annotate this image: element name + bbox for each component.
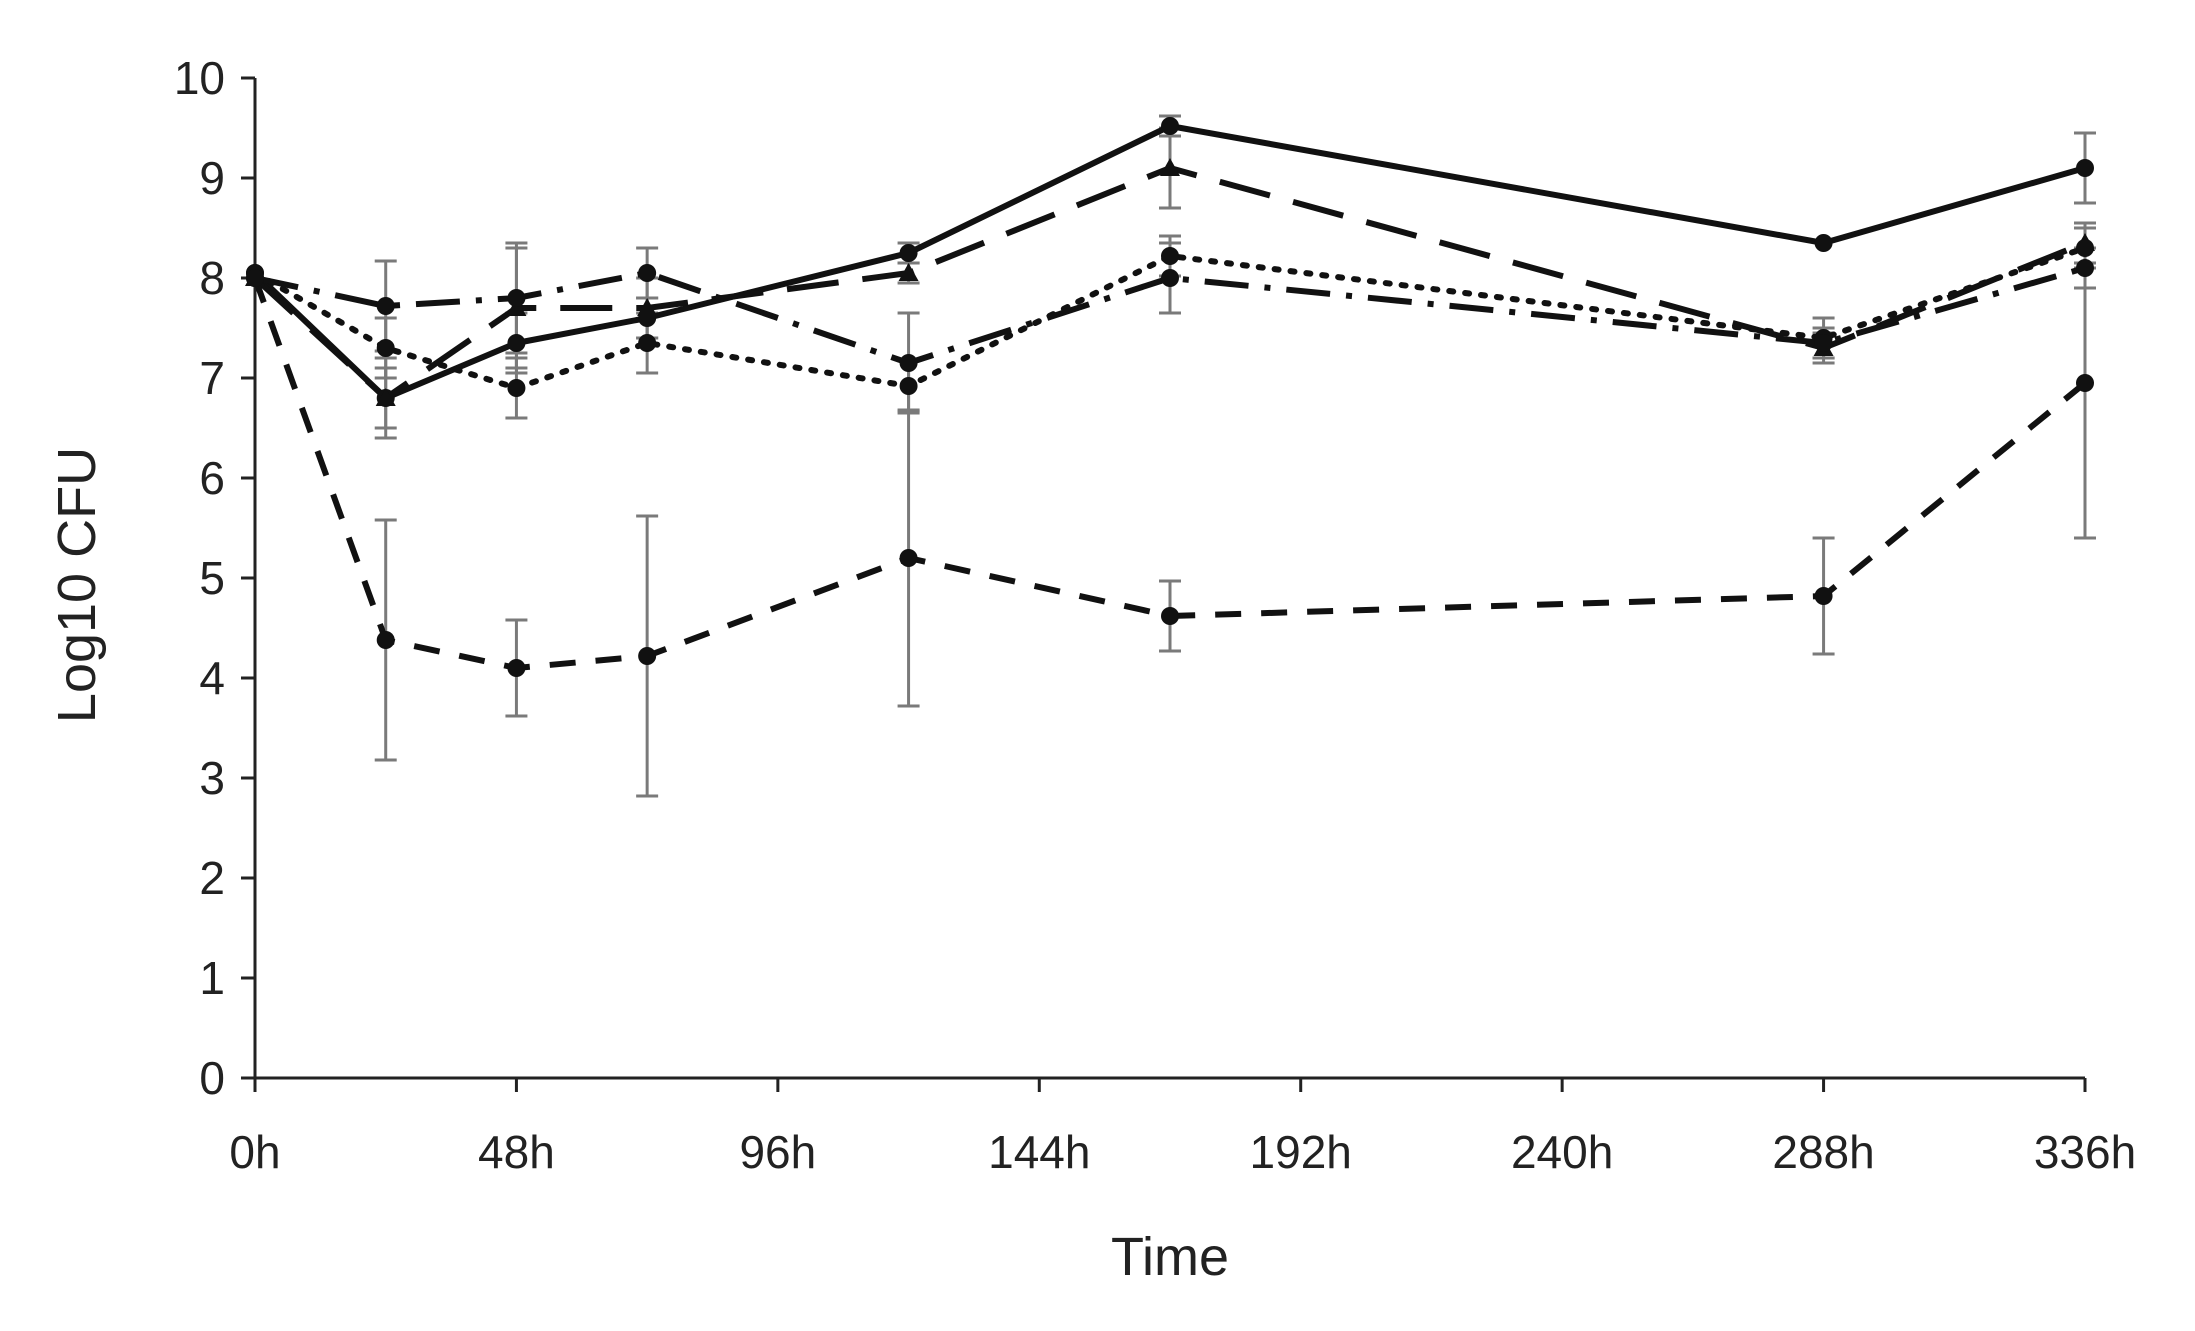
data-point — [899, 377, 918, 395]
data-point — [376, 631, 395, 649]
series-line-3 — [252, 245, 2088, 391]
y-tick-label: 5 — [199, 552, 225, 604]
x-tick-label: 96h — [739, 1126, 816, 1178]
x-tick-label: 192h — [1250, 1126, 1352, 1178]
data-point — [376, 339, 395, 357]
error-bars — [374, 114, 2096, 798]
series-line-4 — [254, 265, 2086, 366]
x-tick-label: 144h — [988, 1126, 1090, 1178]
data-point-triangle — [375, 388, 396, 406]
x-tick-label: 240h — [1511, 1126, 1613, 1178]
y-tick-label: 2 — [199, 852, 225, 904]
data-point — [1814, 234, 1833, 252]
data-point — [507, 334, 526, 352]
data-point — [507, 289, 526, 307]
data-point — [1161, 117, 1179, 135]
data-point — [899, 549, 918, 567]
data-point-triangle — [637, 298, 658, 316]
y-tick-label: 0 — [199, 1052, 225, 1104]
series-line-1 — [252, 123, 2086, 401]
data-point — [507, 379, 526, 397]
data-point — [638, 264, 657, 282]
x-tick-label: 336h — [2034, 1126, 2136, 1178]
data-point — [246, 269, 264, 287]
data-point — [2076, 374, 2094, 392]
y-tick-label: 9 — [199, 152, 225, 204]
series-line-5 — [252, 276, 2087, 671]
x-tick-label: 288h — [1772, 1126, 1874, 1178]
y-tick-label: 3 — [199, 752, 225, 804]
y-tick-label: 6 — [199, 452, 225, 504]
y-tick-label: 1 — [199, 952, 225, 1004]
data-point — [1161, 247, 1179, 265]
data-point — [2076, 159, 2094, 177]
data-point — [1161, 607, 1179, 625]
axes — [253, 78, 2085, 1080]
series-line-2 — [252, 165, 2087, 401]
data-point — [1161, 269, 1179, 287]
data-point — [376, 297, 395, 315]
y-tick-label: 7 — [199, 352, 225, 404]
data-point — [899, 354, 918, 372]
series-markers — [245, 117, 2095, 677]
x-tick-label: 48h — [478, 1126, 555, 1178]
y-tick-label: 10 — [174, 52, 225, 104]
y-tick-label: 4 — [199, 652, 225, 704]
ticks: 0 1 2 3 4 5 6 7 8 9 10 0h 48h 96h 144h 192h 240h 288h 336h — [174, 52, 2136, 1178]
data-point — [638, 334, 657, 352]
y-tick-label: 8 — [199, 252, 225, 304]
data-point — [1814, 587, 1833, 605]
series-lines — [252, 123, 2088, 671]
data-point — [1814, 334, 1833, 352]
data-point-triangle — [898, 263, 919, 281]
data-point — [638, 647, 657, 665]
data-point — [2076, 259, 2094, 277]
data-point — [899, 244, 918, 262]
x-tick-label: 0h — [229, 1126, 280, 1178]
data-point-triangle — [1160, 158, 1180, 176]
data-point — [2076, 239, 2094, 257]
data-point — [507, 659, 526, 677]
x-axis-title: Time — [1111, 1227, 1229, 1287]
y-axis-title: Log10 CFU — [47, 447, 107, 723]
